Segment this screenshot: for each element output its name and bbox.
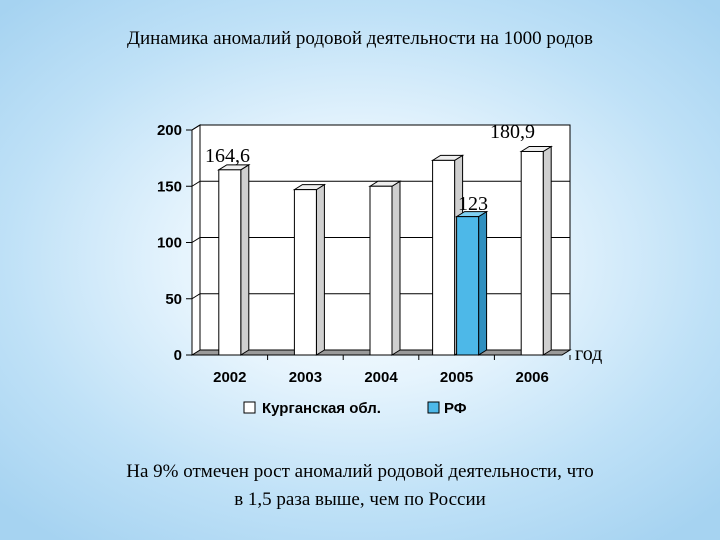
x-axis-label: год	[575, 343, 602, 365]
data-label-2006: 180,9	[490, 121, 535, 143]
data-label-2002: 164,6	[205, 145, 250, 167]
gridline	[191, 124, 570, 131]
bar-kurgan-2002	[218, 169, 242, 356]
x-tick-label: 2003	[289, 369, 322, 386]
x-tick-label: 2002	[213, 369, 246, 386]
data-label-2005: 123	[458, 193, 488, 215]
bar-kurgan-2004	[369, 185, 393, 356]
bar-kurgan-2006-side	[542, 145, 552, 356]
bar-rf-2005-side	[478, 210, 488, 356]
bar-kurgan-2006	[520, 150, 544, 356]
bar-kurgan-2005	[432, 159, 456, 356]
bar-rf-2005	[456, 216, 480, 356]
y-tick-label: 150	[157, 178, 182, 195]
y-tick-label: 200	[157, 122, 182, 139]
footer-line-1: На 9% отмечен рост аномалий родовой деят…	[126, 461, 594, 482]
bar-kurgan-2003-side	[315, 183, 325, 356]
bar-kurgan-2004-side	[391, 180, 401, 356]
x-tick-label: 2006	[516, 369, 549, 386]
bar-kurgan-2002-side	[240, 163, 250, 356]
x-tick-label: 2005	[440, 369, 473, 386]
legend-swatch-rf	[427, 401, 440, 414]
page-title: Динамика аномалий родовой деятельности н…	[127, 28, 593, 49]
legend-label-rf: РФ	[444, 400, 467, 417]
footer-line-2: в 1,5 раза выше, чем по России	[234, 489, 486, 510]
legend-swatch-kurgan	[243, 401, 256, 414]
y-tick-label: 0	[174, 347, 182, 364]
footer-note: На 9% отмечен рост аномалий родовой деят…	[0, 458, 720, 514]
y-tick-label: 50	[165, 291, 182, 308]
legend-label-kurgan: Курганская обл.	[262, 400, 381, 417]
x-tick-label: 2004	[364, 369, 398, 386]
bar-kurgan-2003	[293, 189, 317, 356]
y-tick-label: 100	[157, 235, 182, 252]
